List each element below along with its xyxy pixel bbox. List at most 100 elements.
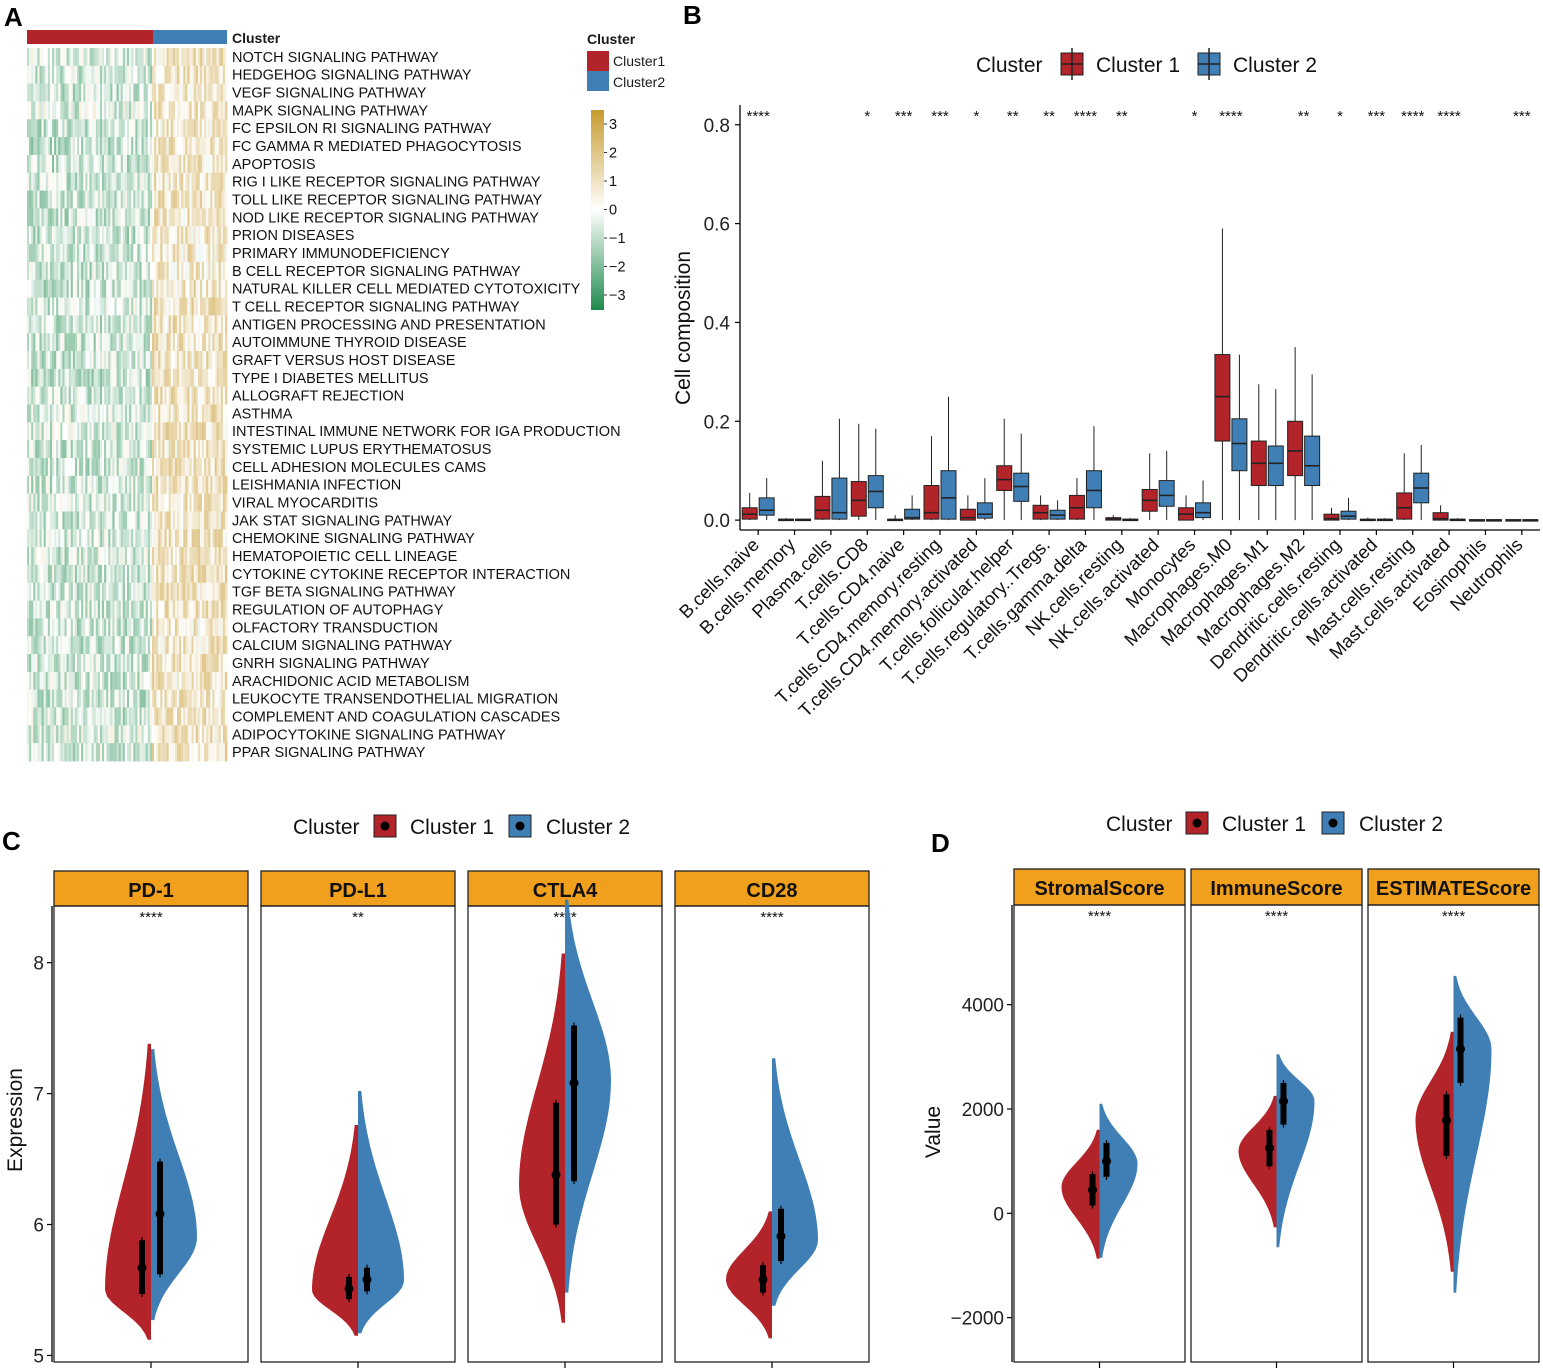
box-cluster1 — [850, 481, 867, 517]
heatmap-cell — [137, 422, 140, 441]
heatmap-cell — [206, 511, 209, 530]
heatmap-cell — [208, 564, 211, 584]
heatmap-row-label: SYSTEMIC LUPUS ERYTHEMATOSUS — [232, 442, 491, 458]
heatmap-cell — [160, 226, 163, 245]
heatmap-cell — [193, 244, 197, 263]
significance-label-b: ** — [1007, 108, 1019, 125]
heatmap-cell — [139, 654, 142, 673]
heatmap-cell — [89, 297, 92, 316]
heatmap-cell — [122, 172, 126, 191]
heatmap-cell — [212, 689, 215, 708]
heatmap-cell — [77, 440, 80, 459]
heatmap-cell — [212, 261, 215, 281]
heatmap-cell — [158, 279, 161, 298]
heatmap-cell — [127, 297, 130, 316]
heatmap-cell — [91, 208, 95, 227]
heatmap-cell — [135, 101, 138, 120]
heatmap-cell — [70, 493, 74, 512]
heatmap-cell — [183, 547, 186, 566]
heatmap-cell — [212, 83, 215, 102]
heatmap-cell — [39, 137, 42, 156]
heatmap-cell — [58, 404, 61, 423]
heatmap-cell — [193, 172, 197, 191]
heatmap-cell — [133, 743, 136, 762]
heatmap-cell — [39, 226, 42, 245]
heatmap-cell — [29, 119, 32, 138]
heatmap-cell — [124, 226, 128, 245]
heatmap-cell — [68, 529, 72, 548]
heatmap-cell — [189, 404, 192, 423]
heatmap-cell — [110, 208, 113, 227]
heatmap-cell — [216, 529, 220, 548]
heatmap-cell — [174, 511, 178, 530]
heatmap-cell — [145, 671, 149, 691]
heatmap-cell — [56, 618, 59, 637]
heatmap-cell — [106, 154, 109, 174]
heatmap-cell — [160, 351, 163, 370]
heatmap-cell — [214, 564, 217, 584]
heatmap-cell — [114, 83, 117, 102]
heatmap-cell — [91, 457, 95, 477]
heatmap-cell — [204, 636, 207, 655]
heatmap-cell — [120, 226, 124, 245]
heatmap-cell — [31, 172, 34, 191]
heatmap-cell — [199, 422, 203, 441]
heatmap-cell — [149, 351, 153, 370]
heatmap-cell — [149, 636, 153, 655]
heatmap-cell — [77, 600, 80, 619]
heatmap-cell — [72, 493, 76, 512]
heatmap-cell — [147, 618, 151, 637]
heatmap-cell — [185, 529, 188, 548]
heatmap-cell — [222, 226, 226, 245]
heatmap-row-label: COMPLEMENT AND COAGULATION CASCADES — [232, 709, 560, 725]
heatmap-cell — [216, 65, 220, 85]
heatmap-cell — [118, 315, 122, 334]
heatmap-cell — [187, 440, 190, 459]
heatmap-cell — [193, 457, 197, 477]
heatmap-cell — [218, 457, 222, 477]
heatmap-cell — [195, 83, 199, 102]
heatmap-cell — [68, 547, 72, 566]
heatmap-cell — [91, 65, 95, 85]
heatmap-cell — [156, 404, 159, 423]
heatmap-cell — [60, 83, 63, 102]
heatmap-cell — [141, 725, 145, 744]
heatmap-cell — [54, 725, 57, 744]
heatmap-cell — [31, 654, 34, 673]
heatmap-cell — [104, 48, 107, 67]
heatmap-cell — [81, 244, 84, 263]
heatmap-cell — [89, 190, 92, 209]
heatmap-cell — [31, 297, 34, 316]
legend-c-cluster2-dot — [515, 821, 525, 831]
heatmap-cell — [210, 671, 213, 691]
heatmap-cell — [47, 689, 51, 708]
heatmap-cell — [110, 261, 113, 281]
heatmap-cell — [41, 333, 45, 352]
heatmap-cell — [133, 368, 136, 388]
heatmap-cell — [79, 671, 82, 691]
heatmap-cell — [172, 511, 176, 530]
heatmap-cell — [185, 333, 188, 352]
heatmap-cell — [204, 101, 207, 120]
heatmap-cell — [170, 636, 174, 655]
heatmap-cell — [74, 226, 78, 245]
heatmap-cell — [99, 226, 103, 245]
heatmap-cell — [110, 279, 113, 298]
heatmap-cell — [116, 618, 120, 637]
heatmap-cell — [197, 440, 201, 459]
heatmap-cell — [112, 618, 115, 637]
heatmap-cell — [137, 475, 140, 495]
heatmap-cell — [141, 547, 145, 566]
heatmap-cell — [156, 582, 159, 601]
heatmap-cell — [85, 404, 88, 423]
heatmap-cell — [202, 636, 205, 655]
heatmap-cell — [114, 743, 117, 762]
heatmap-cell — [199, 636, 203, 655]
heatmap-cell — [54, 636, 57, 655]
heatmap-cell — [208, 547, 211, 566]
heatmap-cell — [135, 475, 138, 495]
heatmap-cell — [79, 172, 82, 191]
heatmap-cell — [131, 582, 134, 601]
heatmap-cell — [127, 743, 130, 762]
heatmap-cell — [187, 351, 190, 370]
